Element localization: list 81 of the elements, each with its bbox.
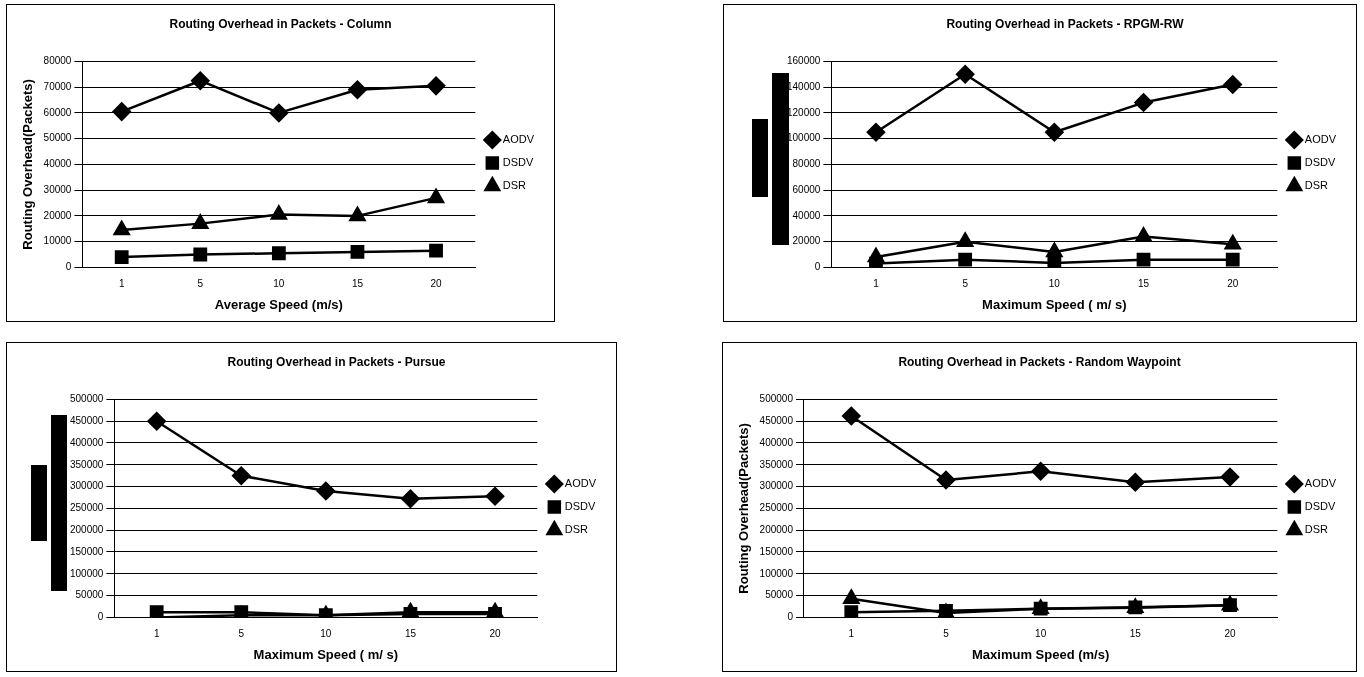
chart-title: Routing Overhead in Packets - Pursue xyxy=(227,354,446,369)
y-axis-title: Routing Overhead(Packets) xyxy=(736,423,752,594)
y-tick-label: 250000 xyxy=(759,502,794,514)
legend-label: AODV xyxy=(1304,133,1337,146)
y-tick-label: 400000 xyxy=(759,436,794,448)
x-tick-label: 15 xyxy=(404,628,417,640)
y-axis-title: Routing Overhead(Packets) xyxy=(20,79,36,250)
y-tick-label: 80000 xyxy=(792,158,821,170)
x-tick-label: 5 xyxy=(197,278,204,290)
x-tick-label: 15 xyxy=(351,278,364,290)
legend-label: DSR xyxy=(1304,523,1329,536)
y-tick-label: 80000 xyxy=(43,55,72,67)
x-tick-label: 1 xyxy=(873,278,880,290)
y-tick-label: 250000 xyxy=(69,502,104,514)
x-tick-label: 10 xyxy=(1035,628,1047,640)
chart-title: Routing Overhead in Packets - Random Waypoint xyxy=(898,354,1181,369)
x-axis-title: Maximum Speed (m/s) xyxy=(972,646,1110,662)
y-tick-label: 300000 xyxy=(69,480,104,492)
y-tick-label: 0 xyxy=(65,261,72,273)
legend-label: AODV xyxy=(502,133,535,146)
x-tick-label: 5 xyxy=(962,278,969,290)
y-tick-label: 0 xyxy=(787,611,794,623)
y-tick-label: 50000 xyxy=(43,132,72,144)
x-tick-label: 15 xyxy=(1137,278,1150,290)
y-tick-label: 150000 xyxy=(69,545,104,557)
x-tick-label: 10 xyxy=(320,628,332,640)
legend-label: DSDV xyxy=(1304,156,1337,169)
x-tick-label: 5 xyxy=(238,628,245,640)
y-tick-label: 200000 xyxy=(759,523,794,535)
legend-label: DSR xyxy=(564,523,589,536)
x-tick-label: 1 xyxy=(118,278,125,290)
x-axis-title: Average Speed (m/s) xyxy=(214,296,343,312)
y-tick-label: 10000 xyxy=(43,235,72,247)
x-tick-label: 20 xyxy=(1227,278,1239,290)
y-tick-label: 500000 xyxy=(759,393,794,405)
x-tick-label: 20 xyxy=(430,278,443,290)
y-tick-label: 160000 xyxy=(786,55,821,67)
y-tick-label: 60000 xyxy=(792,183,821,195)
y-tick-label: 500000 xyxy=(69,393,104,405)
y-tick-label: 20000 xyxy=(792,235,821,247)
y-tick-label: 100000 xyxy=(759,567,794,579)
y-tick-label: 150000 xyxy=(759,545,794,557)
x-tick-label: 20 xyxy=(1224,628,1236,640)
x-tick-label: 15 xyxy=(1129,628,1142,640)
x-tick-label: 10 xyxy=(1048,278,1061,290)
y-tick-label: 0 xyxy=(97,611,104,623)
x-axis-title: Maximum Speed ( m/ s) xyxy=(253,646,399,662)
x-tick-label: 10 xyxy=(273,278,285,290)
y-tick-label: 70000 xyxy=(43,80,72,92)
y-tick-label: 300000 xyxy=(759,480,794,492)
y-tick-label: 100000 xyxy=(69,567,104,579)
x-tick-label: 1 xyxy=(153,628,160,640)
x-tick-label: 20 xyxy=(489,628,502,640)
y-tick-label: 120000 xyxy=(786,106,821,118)
legend-label: DSDV xyxy=(1304,500,1337,513)
y-tick-label: 30000 xyxy=(43,183,72,195)
y-tick-label: 60000 xyxy=(43,106,72,118)
legend-label: DSDV xyxy=(564,500,597,513)
y-tick-label: 40000 xyxy=(43,158,72,170)
y-tick-label: 350000 xyxy=(759,458,794,470)
x-tick-label: 5 xyxy=(943,628,950,640)
legend-label: DSR xyxy=(1304,179,1329,192)
y-tick-label: 50000 xyxy=(765,589,794,601)
y-tick-label: 40000 xyxy=(792,209,821,221)
y-tick-label: 200000 xyxy=(69,523,104,535)
legend-label: AODV xyxy=(1304,477,1337,490)
legend-label: DSDV xyxy=(502,156,535,169)
y-tick-label: 450000 xyxy=(759,414,794,426)
y-tick-label: 100000 xyxy=(786,132,821,144)
y-tick-label: 50000 xyxy=(75,589,104,601)
y-tick-label: 20000 xyxy=(43,209,72,221)
y-tick-label: 0 xyxy=(814,261,821,273)
x-axis-title: Maximum Speed ( m/ s) xyxy=(982,296,1127,312)
chart-title: Routing Overhead in Packets - RPGM-RW xyxy=(946,16,1185,31)
legend-label: DSR xyxy=(502,179,527,192)
legend-label: AODV xyxy=(564,477,597,490)
y-tick-label: 350000 xyxy=(69,458,104,470)
x-tick-label: 1 xyxy=(848,628,855,640)
y-tick-label: 450000 xyxy=(69,414,104,426)
chart-title: Routing Overhead in Packets - Column xyxy=(169,16,392,31)
y-tick-label: 400000 xyxy=(69,436,104,448)
